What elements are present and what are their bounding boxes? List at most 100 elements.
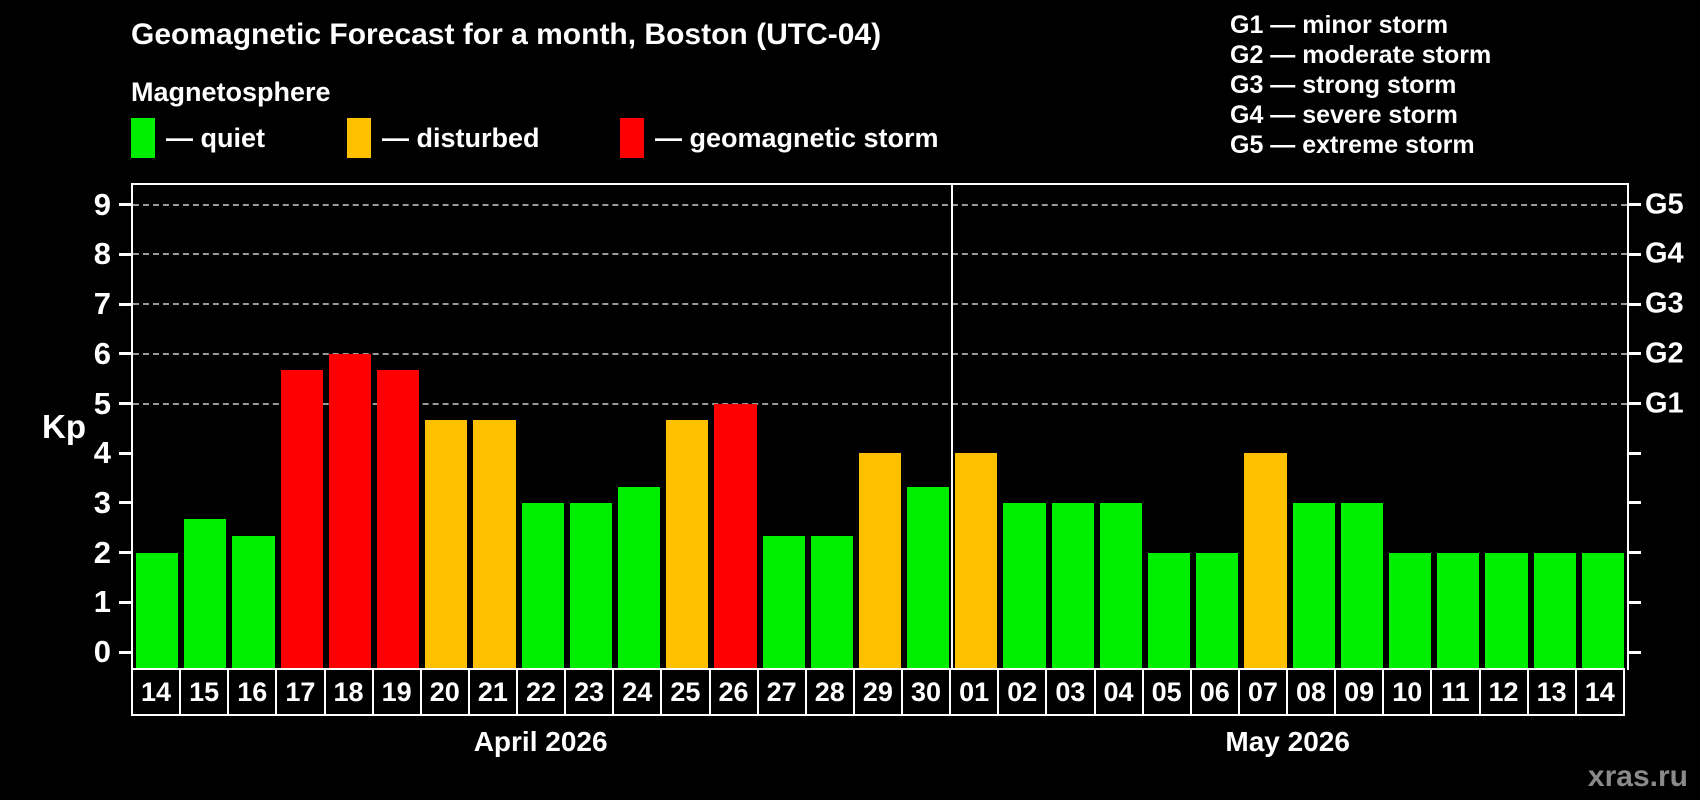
- kp-bar-day-13: [1533, 552, 1576, 670]
- y-axis-tick-label: 6: [93, 335, 111, 371]
- day-label-box: 13: [1526, 668, 1577, 716]
- gridline-kp-5: [133, 402, 1627, 405]
- day-label-box: 26: [708, 668, 759, 716]
- day-label-box: 18: [323, 668, 374, 716]
- y-axis-tick: [119, 352, 131, 356]
- y-axis-tick: [119, 252, 131, 256]
- day-label-box: 24: [612, 668, 663, 716]
- y-axis-tick: [119, 402, 131, 405]
- gridline-kp-6: [133, 352, 1627, 355]
- day-label-box: 15: [179, 668, 230, 716]
- kp-bar-day-28: [810, 536, 853, 670]
- magnetosphere-label: Magnetosphere: [131, 77, 331, 107]
- kp-bar-day-03: [1051, 502, 1094, 670]
- kp-bar-day-09: [1340, 502, 1384, 670]
- y-axis-tick: [119, 600, 131, 604]
- kp-bar-day-07: [1244, 453, 1287, 670]
- day-label-box: 21: [467, 668, 518, 716]
- g-scale-legend: G1 — minor storm G2 — moderate storm G3 — …: [1230, 10, 1491, 160]
- g-scale-legend-line: G4 — severe storm: [1230, 101, 1458, 129]
- y-axis-tick-label: 7: [93, 286, 111, 322]
- kp-bar-day-30: [907, 486, 950, 670]
- kp-bar-day-25: [666, 419, 709, 670]
- right-axis-tick: [1629, 600, 1641, 604]
- right-axis-tick: [1629, 302, 1641, 306]
- day-label-box: 03: [1045, 668, 1096, 716]
- y-axis-tick-label: 5: [93, 385, 111, 421]
- y-axis-tick-label: 3: [93, 484, 111, 520]
- day-label-box: 16: [227, 668, 278, 716]
- legend-item-quiet: — quiet: [131, 118, 265, 158]
- kp-bar-day-16: [232, 536, 275, 670]
- y-axis-tick: [119, 551, 131, 555]
- day-label-box: 14: [1574, 668, 1625, 716]
- x-axis-day-labels: 14 15 16 17 18 19 20 21 22 23 24 25 26 27 28 29 30 01 02 03…: [131, 668, 1625, 716]
- kp-bar-day-24: [617, 486, 661, 670]
- day-label-box: 07: [1237, 668, 1288, 716]
- y-axis-tick: [119, 302, 131, 306]
- day-label-box: 08: [1286, 668, 1337, 716]
- right-axis-g-label: G3: [1645, 287, 1684, 320]
- gridline-kp-7: [133, 303, 1627, 306]
- right-axis-tick: [1629, 551, 1641, 555]
- day-label-box: 12: [1478, 668, 1529, 716]
- chart-plot-area: 0 1 2 3 4 5 6 7 8 9 G1 G2 G3 G4 G5: [94, 183, 1684, 670]
- kp-bar-day-12: [1485, 552, 1528, 670]
- g-scale-legend-line: G3 — strong storm: [1230, 71, 1457, 99]
- day-label-box: 29: [852, 668, 903, 716]
- right-axis-g-label: G1: [1645, 387, 1684, 419]
- month-divider-line: [951, 185, 954, 670]
- y-axis-tick-label: 8: [93, 236, 111, 272]
- right-axis-tick: [1629, 650, 1641, 654]
- legend-item-label: — disturbed: [382, 122, 540, 153]
- kp-bar-day-02: [1003, 502, 1046, 670]
- month-label-0: April 2026: [473, 726, 608, 757]
- day-label-box: 01: [949, 668, 1000, 716]
- kp-bar-day-10: [1389, 552, 1432, 670]
- disturbed-color-swatch-icon: [347, 118, 371, 158]
- legend-item-label: — quiet: [166, 122, 265, 153]
- day-label-box: 27: [756, 668, 807, 716]
- day-label-box: 04: [1093, 668, 1144, 716]
- legend-item-label: — geomagnetic storm: [655, 122, 939, 153]
- kp-bar-day-18: [328, 353, 371, 670]
- right-axis-tick: [1629, 203, 1641, 207]
- y-axis-tick: [119, 650, 131, 654]
- right-axis-g-label: G2: [1645, 337, 1684, 370]
- right-axis-tick: [1629, 402, 1641, 405]
- kp-bar-day-11: [1437, 552, 1480, 670]
- y-axis-title: Kp: [42, 408, 86, 445]
- kp-bar-day-21: [473, 419, 516, 670]
- right-axis-tick: [1629, 352, 1641, 356]
- kp-bar-day-14: [136, 552, 179, 670]
- y-axis-tick: [119, 203, 131, 207]
- y-axis-tick-label: 0: [93, 634, 111, 669]
- g-scale-legend-line: G2 — moderate storm: [1230, 41, 1492, 69]
- kp-bar-day-23: [569, 502, 612, 670]
- y-axis-tick-label: 2: [93, 534, 111, 570]
- day-label-box: 17: [275, 668, 326, 716]
- day-label-box: 22: [516, 668, 567, 716]
- storm-color-swatch-icon: [620, 118, 644, 158]
- quiet-color-swatch-icon: [131, 118, 155, 158]
- page-title: Geomagnetic Forecast for a month, Boston…: [131, 18, 882, 51]
- kp-bar-day-22: [521, 502, 564, 670]
- day-label-box: 30: [901, 668, 952, 716]
- legend-item-storm: — geomagnetic storm: [620, 118, 939, 158]
- kp-bar-day-14: [1581, 552, 1624, 670]
- right-axis-tick: [1629, 451, 1641, 455]
- right-axis-g-label: G5: [1645, 188, 1684, 221]
- watermark: xras.ru: [1587, 760, 1688, 793]
- y-axis-tick-label: 1: [93, 584, 111, 620]
- kp-bar-day-19: [376, 370, 420, 670]
- right-axis-tick: [1629, 501, 1641, 505]
- day-label-box: 09: [1334, 668, 1385, 716]
- y-axis-tick-label: 4: [93, 435, 111, 471]
- kp-bar-day-05: [1148, 552, 1191, 670]
- gridline-kp-8: [133, 253, 1627, 256]
- day-label-box: 02: [997, 668, 1048, 716]
- day-label-box: 28: [804, 668, 855, 716]
- kp-bar-day-17: [280, 370, 323, 670]
- kp-bar-day-06: [1196, 552, 1239, 670]
